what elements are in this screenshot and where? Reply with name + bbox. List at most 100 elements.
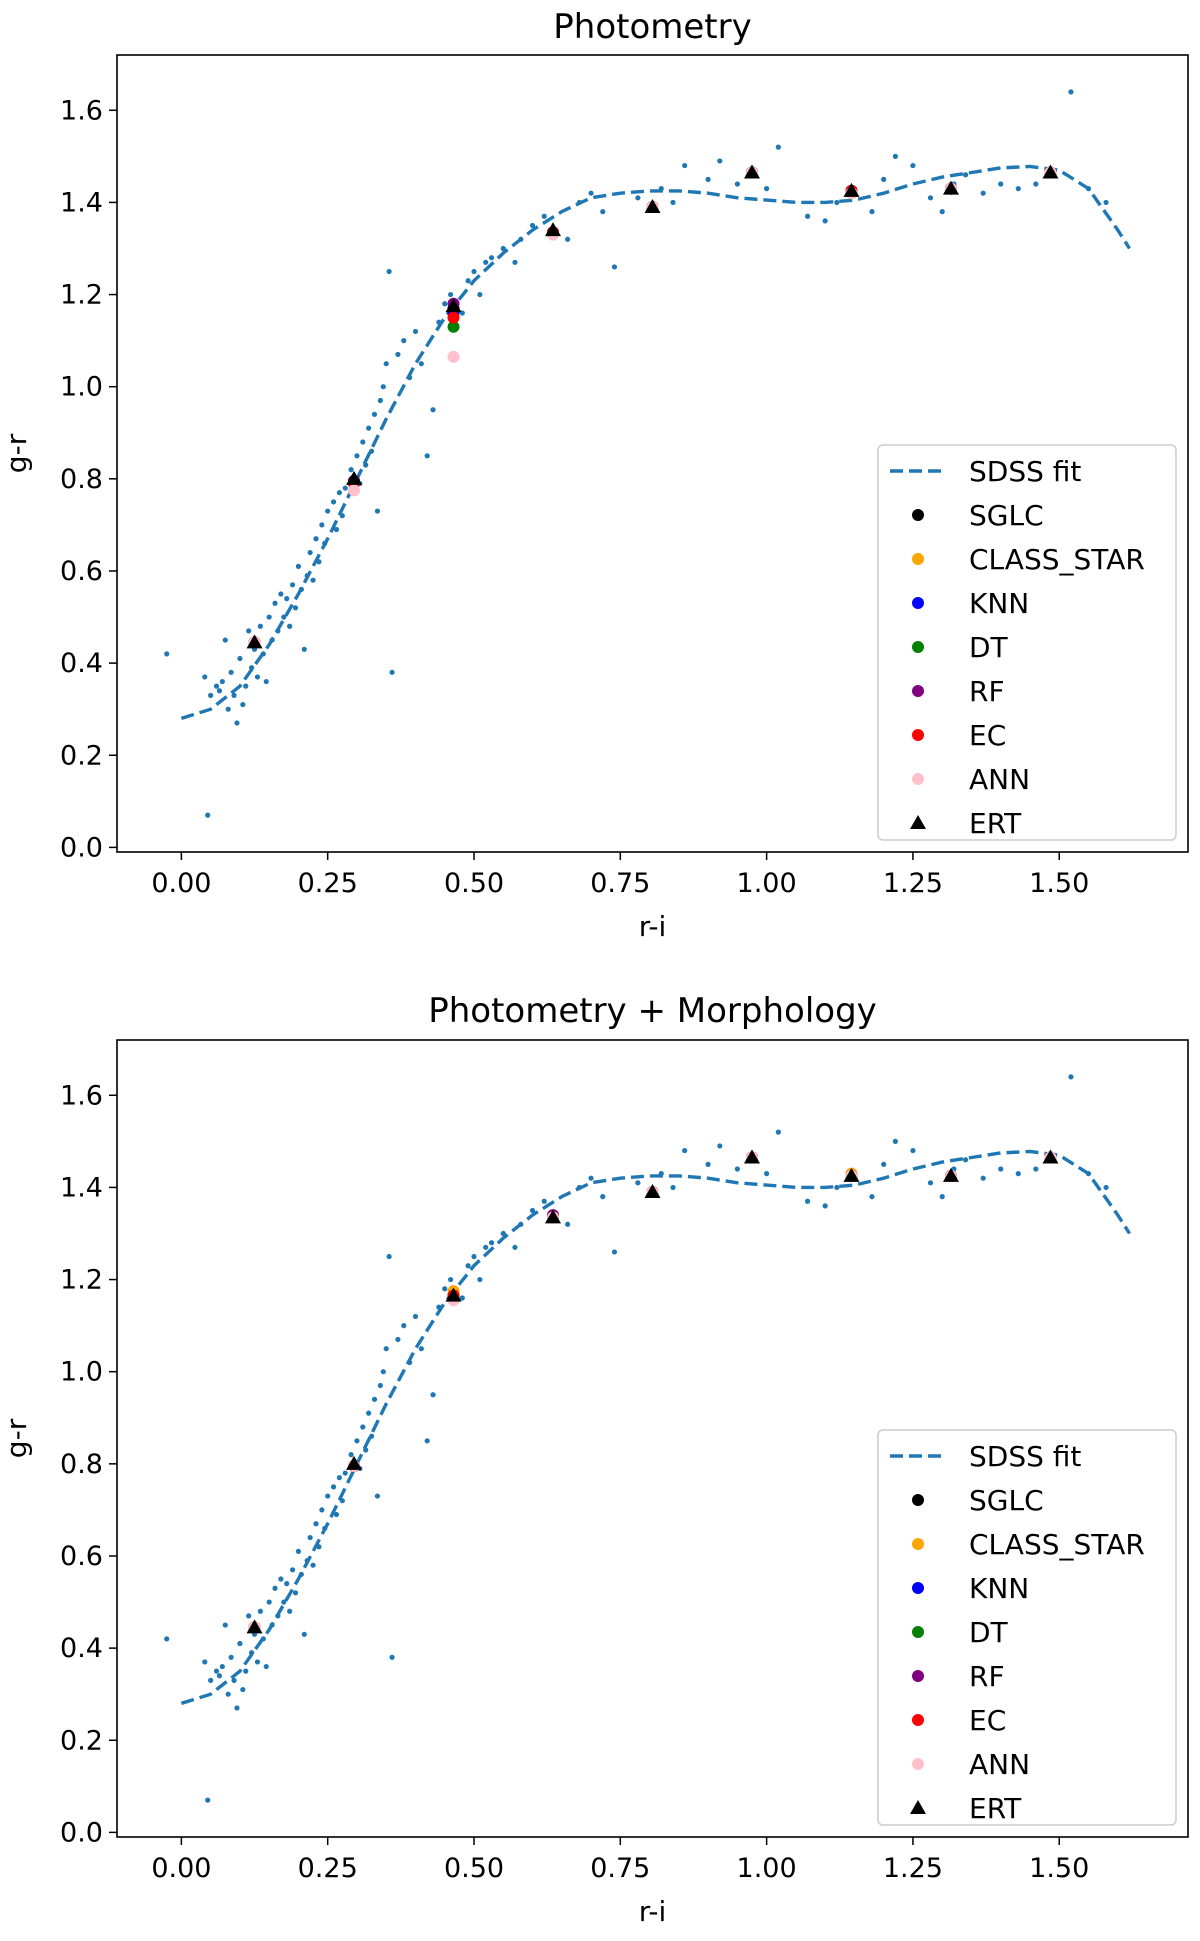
star-point [705,176,711,182]
star-point [717,1143,723,1149]
star-point [418,1346,424,1352]
y-tick-label: 0.0 [60,832,103,863]
star-point [164,651,170,657]
star-point [1103,1184,1109,1191]
legend-handle-ann [912,1758,924,1770]
star-point [430,407,436,413]
star-point [333,1511,340,1518]
y-tick-label: 1.4 [60,187,103,218]
star-point [371,411,378,417]
x-axis-label: r-i [639,910,667,943]
star-point [243,1668,249,1674]
star-point [910,1147,916,1154]
legend-handle-ert [910,1800,926,1814]
star-point [237,655,243,662]
legend: SDSS fit SGLC CLASS_STAR KNN DT RF EC ANN ERT [877,444,1177,841]
star-point [281,614,287,620]
star-point [483,259,489,265]
legend-handle-class-star [912,1538,924,1550]
star-point [386,1253,392,1260]
star-point [529,222,536,229]
star-point [208,692,214,698]
legend-handle-rf [912,685,924,697]
legend-handle-ann [912,773,924,785]
star-point [927,1180,934,1186]
star-point [881,176,887,182]
star-point [869,1194,875,1200]
star-point [366,1410,372,1416]
star-point [541,213,547,219]
legend-label: ANN [969,763,1030,796]
chart-panel-2: Photometry + Morphology 0.00 0.25 0.50 0.75 1… [0,991,1189,1928]
legend-box [877,444,1177,841]
star-point [822,218,828,224]
star-point [202,674,208,680]
legend-label: ERT [969,807,1022,840]
star-point [374,1493,381,1499]
star-point [289,1567,296,1573]
legend: SDSS fit SGLC CLASS_STAR KNN DT RF EC ANN ERT [877,1429,1177,1826]
star-point [216,688,223,694]
legend-label: SGLC [969,499,1044,532]
star-point [202,1659,208,1665]
star-point [1033,181,1039,187]
star-point [401,1323,407,1329]
legend-label: SGLC [969,1484,1044,1517]
star-point [380,384,386,390]
chart-title: Photometry [553,7,751,47]
ert-marker [246,634,263,649]
star-point [216,1673,223,1679]
star-point [764,1171,770,1177]
chart-title: Photometry + Morphology [428,991,877,1031]
legend-handle-class-star [912,553,924,565]
star-point [892,153,898,159]
star-point [1015,186,1021,192]
legend-label: KNN [969,587,1029,620]
star-point [386,268,392,275]
chart-panel-1: Photometry 0.00 0.25 0.50 0.75 1.00 1.25 1.50 0.… [0,7,1189,943]
star-point [354,453,360,459]
star-point [348,467,354,473]
x-tick-label: 0.75 [590,1853,650,1884]
star-point [246,1613,252,1619]
y-tick-label: 1.6 [60,1080,103,1111]
star-point [477,1276,483,1283]
y-tick-label: 1.0 [60,372,103,403]
star-point [682,1147,688,1154]
star-point [764,186,770,192]
star-point [228,669,234,675]
star-point [459,1295,465,1301]
legend-label: EC [969,719,1006,752]
classifier-marker [447,320,460,333]
star-point [333,526,340,533]
star-point [257,1608,263,1614]
star-point [377,397,383,404]
star-point [301,646,307,652]
star-point [412,328,419,335]
star-point [500,245,506,252]
star-point [228,1654,234,1660]
y-tick-label: 0.8 [60,464,103,495]
star-point [240,1686,246,1693]
star-point [963,1157,969,1163]
star-point [272,600,278,606]
star-point [219,678,225,685]
star-point [383,361,389,367]
star-point [266,614,272,620]
y-tick-label: 0.6 [60,1541,103,1572]
star-point [401,338,407,344]
star-point [471,268,477,275]
legend-label: ERT [969,1792,1022,1825]
star-point [635,195,641,201]
star-point [240,701,246,708]
legend-label: RF [969,675,1005,708]
star-point [222,1622,228,1628]
y-tick-label: 0.0 [60,1817,103,1848]
legend-label: CLASS_STAR [969,1528,1145,1561]
ert-marker [843,182,860,197]
star-point [705,1161,711,1167]
x-tick-label: 1.00 [737,1853,797,1884]
star-point [980,1175,986,1181]
star-point [565,236,571,242]
plot-frame [116,54,1189,853]
